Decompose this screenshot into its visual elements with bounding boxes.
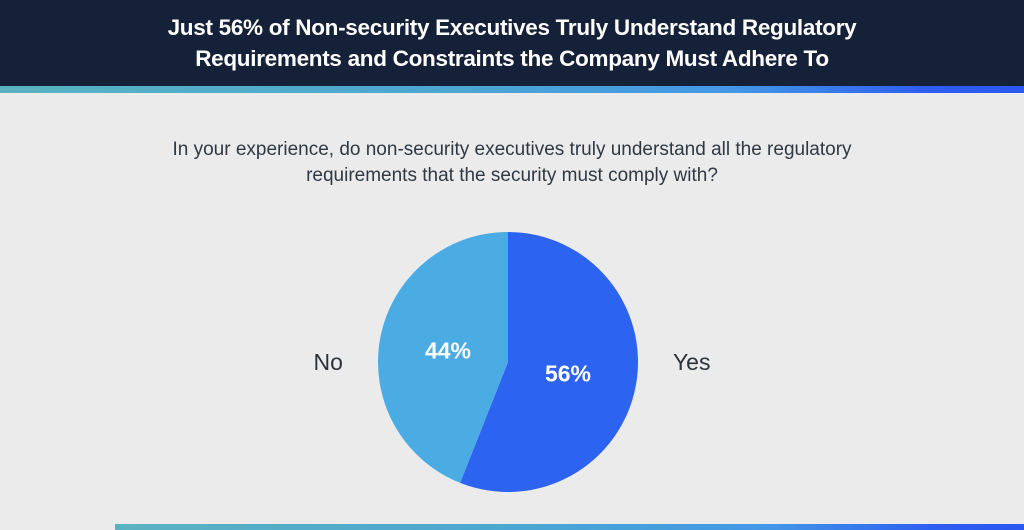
header-gradient-divider xyxy=(0,86,1024,93)
pie-chart: 56% 44% xyxy=(377,232,638,492)
pie-percent-label-no: 44% xyxy=(425,338,471,364)
chart-question: In your experience, do non-security exec… xyxy=(82,137,942,189)
footer-gradient-divider xyxy=(115,524,1024,530)
chart-question-line-1: In your experience, do non-security exec… xyxy=(172,139,852,160)
chart-question-line-2: requirements that the security must comp… xyxy=(306,165,718,186)
pie-label-yes: Yes xyxy=(672,348,711,375)
page-title: Just 56% of Non-security Executives Trul… xyxy=(168,12,857,74)
page-title-line-1: Just 56% of Non-security Executives Trul… xyxy=(167,15,857,40)
pie-chart-area: No 56% 44% Yes xyxy=(0,221,1024,503)
pie-percent-label-yes: 56% xyxy=(545,360,591,386)
pie-slice-yes xyxy=(460,232,638,492)
pie-label-no: No xyxy=(313,348,343,375)
pie-slice-no xyxy=(377,232,508,483)
page-title-line-2: Requirements and Constraints the Company… xyxy=(195,46,829,71)
header: Just 56% of Non-security Executives Trul… xyxy=(0,0,1024,86)
